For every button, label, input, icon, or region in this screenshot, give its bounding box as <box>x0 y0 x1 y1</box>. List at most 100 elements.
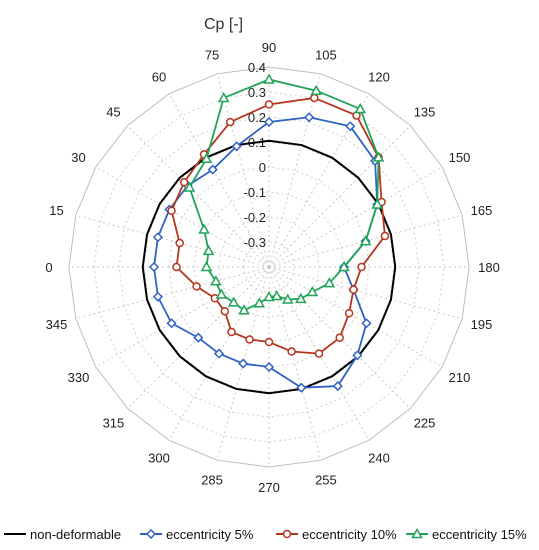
angular-gridline <box>268 214 463 268</box>
series-marker <box>296 382 307 393</box>
series-marker <box>210 275 222 286</box>
radial-tick-label: 0.2 <box>248 110 266 125</box>
series-marker <box>193 332 204 343</box>
series-marker <box>354 102 367 114</box>
series-marker <box>263 361 275 373</box>
legend-marker <box>411 527 423 539</box>
angle-tick-label: 315 <box>103 416 125 431</box>
series-marker <box>253 297 266 308</box>
angle-tick-label: 60 <box>152 69 166 84</box>
angle-tick-label: 225 <box>414 416 436 431</box>
series-marker <box>295 292 307 304</box>
series-marker <box>183 181 196 192</box>
legend-marker <box>145 528 157 540</box>
angle-tick-label: 300 <box>148 451 170 466</box>
series-marker <box>264 100 274 109</box>
radial-gridline <box>68 66 470 468</box>
series-marker <box>179 177 189 187</box>
angle-tick-label: 30 <box>71 150 85 165</box>
legend-label: eccentricity 5% <box>166 527 254 542</box>
series-marker <box>287 347 296 356</box>
series-marker <box>200 152 213 163</box>
radial-tick-label: 0 <box>259 160 266 175</box>
angle-tick-label: 105 <box>315 47 337 62</box>
series-marker <box>238 304 250 315</box>
angular-gridline <box>216 73 270 268</box>
radial-tick-label: 0.4 <box>248 60 266 75</box>
angle-tick-label: 165 <box>471 203 493 218</box>
series-marker <box>202 244 215 256</box>
angular-gridline <box>95 266 270 368</box>
angular-gridline <box>168 93 270 268</box>
angle-tick-label: 150 <box>449 150 471 165</box>
series-marker <box>306 285 319 297</box>
series-marker <box>152 232 163 243</box>
angle-tick-label: 180 <box>478 260 500 275</box>
series-marker <box>220 306 230 316</box>
series-marker <box>304 112 315 123</box>
series-marker <box>227 296 240 307</box>
angular-gridline <box>268 266 443 368</box>
angle-tick-label: 135 <box>414 104 436 119</box>
angle-tick-label: 210 <box>449 370 471 385</box>
radial-tick-label: 0.3 <box>248 85 266 100</box>
series-line <box>188 78 380 312</box>
series-marker <box>359 235 372 246</box>
angle-tick-label: 255 <box>315 473 337 488</box>
angular-gridline <box>268 73 322 268</box>
radial-tick-label: -0.2 <box>244 210 266 225</box>
series-marker <box>323 277 336 288</box>
series-marker <box>175 238 184 248</box>
series-marker <box>371 198 384 209</box>
radial-tick-label: -0.1 <box>244 185 266 200</box>
series-marker <box>281 293 294 304</box>
series-marker <box>227 327 236 337</box>
angular-gridline <box>268 93 370 268</box>
angle-tick-label: 285 <box>201 473 223 488</box>
series-marker <box>263 73 275 84</box>
series-marker <box>245 335 254 344</box>
legend-label: eccentricity 15% <box>432 527 527 542</box>
series-marker <box>192 282 201 291</box>
series-marker <box>270 289 283 301</box>
angle-tick-label: 195 <box>471 317 493 332</box>
legend-label: eccentricity 10% <box>302 527 397 542</box>
series-marker <box>231 141 242 152</box>
angle-tick-label: 330 <box>68 370 90 385</box>
angular-gridline <box>268 266 322 461</box>
angle-tick-label: 15 <box>49 203 63 218</box>
series-marker <box>152 291 163 302</box>
series-marker <box>166 318 177 329</box>
angle-tick-label: 345 <box>46 317 68 332</box>
series-marker <box>380 231 390 241</box>
angular-gridline <box>268 125 411 268</box>
angle-tick-label: 75 <box>205 47 219 62</box>
series-marker <box>349 285 358 294</box>
series-marker <box>207 164 218 175</box>
angle-tick-label: 45 <box>106 104 120 119</box>
series-marker <box>238 358 249 369</box>
series-line <box>153 116 379 389</box>
angular-gridline <box>75 266 270 320</box>
series-marker <box>310 93 319 103</box>
series-marker <box>335 333 344 342</box>
series-marker <box>148 261 160 273</box>
angular-gridline <box>127 125 270 268</box>
chart-title: Cp [-] <box>204 16 243 33</box>
angle-tick-label: 120 <box>368 69 390 84</box>
angle-tick-label: 0 <box>45 260 52 275</box>
angular-gridline <box>75 214 270 268</box>
series-marker <box>372 151 385 162</box>
angular-gridline <box>216 266 270 461</box>
angle-tick-label: 90 <box>262 40 276 55</box>
series-marker <box>310 84 323 95</box>
series-marker <box>263 290 275 302</box>
series-marker <box>361 318 372 329</box>
series-marker <box>200 260 213 272</box>
angle-tick-label: 240 <box>368 451 390 466</box>
series-marker <box>344 309 354 318</box>
series-marker <box>213 348 225 359</box>
radial-tick-label: -0.3 <box>244 235 266 250</box>
